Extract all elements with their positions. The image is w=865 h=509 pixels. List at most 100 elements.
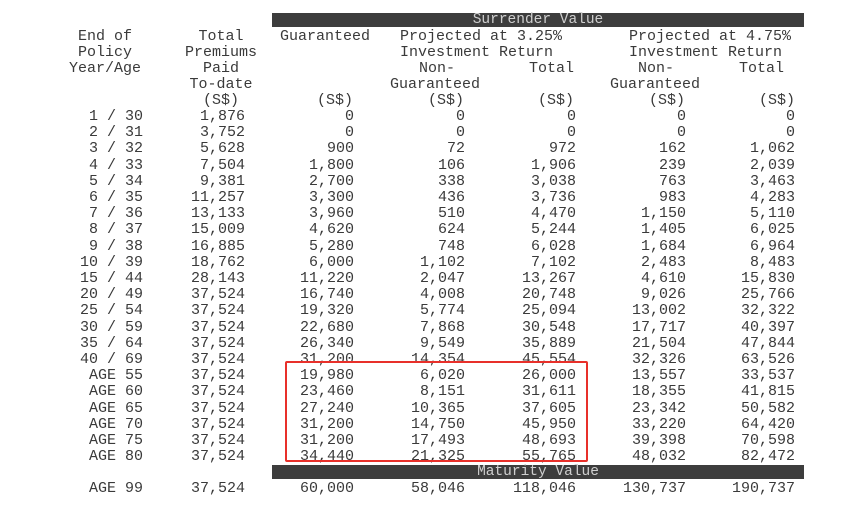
cell-guaranteed: 6,000: [308, 253, 354, 271]
cell-year-age: 25 / 54: [79, 302, 143, 320]
cell-premiums-paid: 1,876: [199, 108, 245, 125]
header-proj2-subtitle: Investment Return: [629, 44, 783, 61]
cell-year-age: 9 / 38: [88, 237, 143, 255]
cell-ng-475: 130,737: [622, 480, 686, 497]
cell-total-475: 3,463: [749, 172, 795, 190]
cell-ng-325: 14,750: [410, 415, 465, 433]
cell-ng-325: 510: [437, 205, 465, 223]
header-guaranteed-unit: (S$): [316, 92, 353, 109]
cell-total-325: 45,554: [521, 351, 576, 368]
cell-total-325: 35,889: [521, 334, 576, 352]
cell-guaranteed: 19,980: [299, 367, 354, 385]
table-row: AGE 70 37,524 31,200 14,750 45,950 33,220 64,4…: [0, 415, 865, 433]
cell-total-475: 41,815: [740, 383, 795, 401]
cell-ng-325: 0: [455, 124, 465, 142]
cell-ng-325: 4,008: [419, 286, 465, 304]
cell-total-325: 13,267: [521, 270, 576, 287]
cell-year-age: 6 / 35: [88, 189, 143, 206]
cell-premiums-paid: 5,628: [199, 140, 245, 158]
cell-year-age: 1 / 30: [88, 108, 143, 125]
table-row: 40 / 69 37,524 31,200 14,354 45,554 32,326 63,…: [0, 352, 865, 368]
cell-guaranteed: 31,200: [299, 351, 354, 368]
cell-guaranteed: 900: [326, 140, 354, 158]
header-premiums-line2: Premiums: [184, 44, 257, 61]
cell-premiums-paid: 9,381: [199, 172, 245, 190]
cell-premiums-paid: 37,524: [190, 448, 245, 466]
header-premiums-line4: To-date: [189, 76, 253, 93]
cell-premiums-paid: 37,524: [190, 415, 245, 433]
cell-total-325: 20,748: [521, 286, 576, 304]
cell-premiums-paid: 3,752: [199, 124, 245, 142]
cell-year-age: AGE 70: [88, 415, 143, 433]
highlight-box: [285, 361, 588, 462]
cell-year-age: 7 / 36: [88, 205, 143, 223]
cell-ng-325: 6,020: [419, 367, 465, 385]
cell-premiums-paid: 37,524: [190, 399, 245, 417]
cell-ng-475: 23,342: [631, 399, 686, 417]
header-premiums-line3: Paid: [202, 60, 239, 77]
cell-guaranteed: 0: [344, 108, 354, 125]
cell-ng-325: 17,493: [410, 432, 465, 449]
cell-total-475: 5,110: [749, 205, 795, 223]
cell-guaranteed: 0: [344, 124, 354, 142]
cell-total-325: 4,470: [530, 205, 576, 223]
cell-premiums-paid: 11,257: [190, 189, 245, 206]
cell-total-475: 32,322: [740, 302, 795, 320]
cell-guaranteed: 4,620: [308, 221, 354, 239]
cell-year-age: 30 / 59: [79, 318, 143, 336]
cell-ng-475: 13,557: [631, 367, 686, 385]
cell-total-475: 6,025: [749, 221, 795, 239]
cell-ng-325: 1,102: [419, 253, 465, 271]
cell-ng-475: 9,026: [640, 286, 686, 304]
cell-guaranteed: 26,340: [299, 334, 354, 352]
header-proj1-total: Total: [528, 60, 574, 77]
cell-year-age: 10 / 39: [79, 253, 143, 271]
cell-guaranteed: 3,960: [308, 205, 354, 223]
header-proj2-ng: Non-: [638, 60, 675, 77]
cell-guaranteed: 22,680: [299, 318, 354, 336]
cell-premiums-paid: 37,524: [190, 383, 245, 401]
table-row: 8 / 37 15,009 4,620 624 5,244 1,405 6,025: [0, 222, 865, 238]
cell-premiums-paid: 37,524: [190, 302, 245, 320]
cell-year-age: AGE 65: [88, 399, 143, 417]
cell-guaranteed: 31,200: [299, 432, 354, 449]
cell-ng-325: 7,868: [419, 318, 465, 336]
header-proj1-ng: Non-: [419, 60, 456, 77]
cell-ng-475: 32,326: [631, 351, 686, 368]
table-row: 7 / 36 13,133 3,960 510 4,470 1,150 5,110: [0, 206, 865, 222]
cell-ng-325: 2,047: [419, 270, 465, 287]
header-proj2-total: Total: [738, 60, 784, 77]
cell-ng-475: 4,610: [640, 270, 686, 287]
header-proj2-ng2: Guaranteed: [610, 76, 701, 93]
table-row: 9 / 38 16,885 5,280 748 6,028 1,684 6,964: [0, 237, 865, 255]
cell-total-325: 37,605: [521, 399, 576, 417]
cell-total-325: 30,548: [521, 318, 576, 336]
cell-ng-475: 239: [658, 156, 686, 174]
cell-total-325: 25,094: [521, 302, 576, 320]
cell-ng-325: 436: [437, 189, 465, 206]
cell-ng-325: 106: [437, 156, 465, 174]
header-guaranteed: Guaranteed: [280, 28, 371, 45]
cell-guaranteed: 16,740: [299, 286, 354, 304]
table-row: 1 / 30 1,876 0 0 0 0 0: [0, 109, 865, 125]
table-row: 30 / 59 37,524 22,680 7,868 30,548 17,717 40,3…: [0, 318, 865, 336]
cell-total-325: 48,693: [521, 432, 576, 449]
cell-ng-475: 39,398: [631, 432, 686, 449]
header-proj1-ng-unit: (S$): [427, 92, 464, 109]
cell-year-age: AGE 80: [88, 448, 143, 466]
cell-total-475: 40,397: [740, 318, 795, 336]
header-proj1-total-unit: (S$): [537, 92, 574, 109]
cell-ng-475: 763: [658, 172, 686, 190]
table-row: 3 / 32 5,628 900 72 972 162 1,062: [0, 141, 865, 157]
cell-ng-475: 1,684: [640, 237, 686, 255]
table-row: 4 / 33 7,504 1,800 106 1,906 239 2,039: [0, 156, 865, 174]
cell-ng-325: 5,774: [419, 302, 465, 320]
cell-total-475: 33,537: [740, 367, 795, 385]
cell-total-475: 0: [785, 124, 795, 142]
cell-year-age: 40 / 69: [79, 351, 143, 368]
cell-total-325: 0: [566, 124, 576, 142]
cell-premiums-paid: 16,885: [190, 237, 245, 255]
header-year-line2: Policy: [77, 44, 132, 61]
cell-year-age: AGE 75: [88, 432, 143, 449]
